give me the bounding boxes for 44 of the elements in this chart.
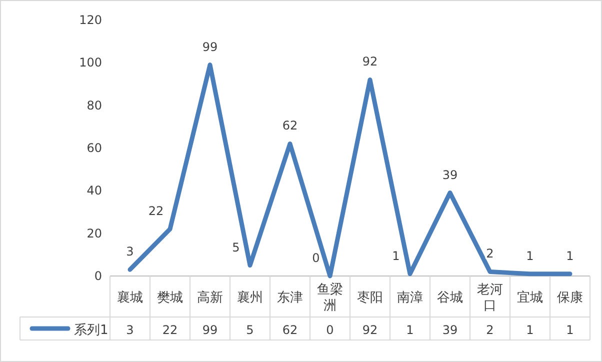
data-label: 0 — [326, 323, 334, 337]
text: 1 — [566, 248, 574, 263]
x-tick-label: 高新 — [197, 290, 223, 306]
x-tick-label: 东津 — [277, 290, 303, 306]
data-label: 5 — [246, 323, 254, 337]
legend-label: 系列1 — [74, 323, 108, 338]
text: 39 — [442, 168, 458, 182]
x-tick-label: 枣阳 — [357, 290, 383, 306]
data-label: 1 — [526, 323, 534, 337]
text: 5 — [232, 240, 240, 254]
x-tick-label: 宜城 — [517, 290, 543, 306]
y-tick-label: 0 — [94, 269, 102, 283]
data-label: 1 — [566, 323, 574, 337]
text: 62 — [282, 118, 298, 133]
x-tick-label: 襄城 — [117, 290, 143, 306]
text: 3 — [126, 244, 134, 259]
data-label: 92 — [362, 323, 378, 337]
y-tick-label: 100 — [79, 56, 102, 70]
text: 1 — [392, 248, 400, 263]
data-label: 3 — [126, 323, 134, 337]
data-label: 22 — [162, 323, 178, 337]
text: 0 — [312, 251, 320, 265]
y-tick-label: 20 — [86, 226, 102, 240]
x-tick-label: 谷城 — [437, 290, 463, 306]
y-tick-label: 60 — [86, 141, 102, 155]
x-tick-label: 鱼梁洲 — [317, 282, 343, 314]
y-tick-label: 120 — [79, 13, 102, 27]
text: 99 — [202, 40, 218, 54]
x-tick-label: 襄州 — [237, 290, 263, 306]
text: 92 — [362, 54, 378, 69]
data-label: 99 — [202, 323, 218, 337]
y-tick-label: 80 — [86, 98, 102, 112]
data-label: 62 — [282, 323, 298, 337]
x-tick-label: 保康 — [557, 290, 583, 306]
y-tick-label: 40 — [86, 184, 102, 198]
text: 1 — [526, 248, 534, 263]
data-label: 2 — [486, 323, 494, 337]
x-tick-label: 老河口 — [477, 282, 503, 314]
x-tick-label: 樊城 — [157, 290, 183, 306]
x-tick-label: 南漳 — [397, 290, 423, 306]
text: 22 — [148, 204, 164, 218]
text: 2 — [486, 246, 494, 261]
data-label: 39 — [442, 323, 458, 337]
data-label: 1 — [406, 323, 414, 337]
